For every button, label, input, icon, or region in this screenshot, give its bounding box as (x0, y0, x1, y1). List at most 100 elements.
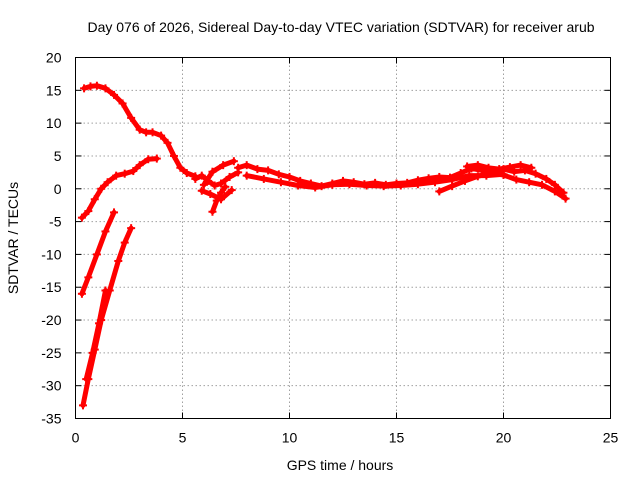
y-tick-label: -20 (41, 312, 61, 328)
data-point (210, 181, 219, 190)
y-tick-label: -5 (49, 214, 62, 230)
data-point (510, 167, 519, 176)
data-point (379, 182, 388, 191)
data-point (118, 99, 127, 108)
data-point (120, 238, 129, 247)
data-point (495, 165, 504, 174)
data-point (253, 165, 262, 174)
data-point (516, 161, 525, 170)
data-point (101, 84, 110, 93)
data-point (561, 194, 570, 203)
series-layer (77, 81, 570, 410)
data-point (135, 161, 144, 170)
data-point (217, 179, 226, 188)
y-tick-label: 5 (54, 148, 62, 164)
data-point (234, 163, 243, 172)
data-point (311, 183, 320, 192)
data-point (221, 182, 230, 191)
data-point (208, 207, 217, 216)
data-point (212, 196, 221, 205)
data-point (197, 171, 206, 180)
y-tick-label: 15 (46, 82, 62, 98)
y-tick-label: -15 (41, 279, 61, 295)
data-point (499, 170, 508, 179)
data-point (169, 151, 178, 160)
grid-layer (75, 57, 611, 419)
y-tick-label: -10 (41, 246, 61, 262)
series-arc-8 (201, 158, 237, 188)
data-point (413, 180, 422, 189)
data-point (112, 171, 121, 180)
data-point (199, 180, 208, 189)
data-point (88, 348, 97, 357)
data-point (92, 81, 101, 90)
data-point (463, 162, 472, 171)
data-point (129, 167, 138, 176)
y-tick-label: 10 (46, 115, 62, 131)
data-point (206, 190, 215, 199)
data-point (120, 169, 129, 178)
data-point (473, 172, 482, 181)
data-point (396, 181, 405, 190)
data-point (264, 166, 273, 175)
ticks-layer: 0 5 10 15 20 25 20 15 10 5 0 -5 -10 -15 -20 -25 -30 -35 (41, 50, 618, 446)
series-arc-2 (79, 156, 160, 221)
data-point (542, 174, 551, 183)
data-point (97, 184, 106, 193)
data-point (127, 113, 136, 122)
data-point (127, 224, 136, 233)
data-point (103, 178, 112, 187)
data-point (225, 172, 234, 181)
x-tick-label: 20 (496, 430, 512, 446)
data-point (473, 161, 482, 170)
data-point (163, 138, 172, 147)
x-tick-label: 5 (179, 430, 187, 446)
data-point (448, 182, 457, 191)
x-axis-label: GPS time / hours (287, 457, 394, 473)
data-point (285, 172, 294, 181)
data-point (362, 181, 371, 190)
data-point (294, 181, 303, 190)
data-point (229, 157, 238, 166)
x-tick-label: 25 (603, 430, 619, 446)
data-point (84, 207, 93, 216)
data-point (101, 227, 110, 236)
data-point (78, 401, 87, 410)
data-point (219, 161, 228, 170)
data-point (538, 180, 547, 189)
data-point (135, 125, 144, 134)
data-point (505, 163, 514, 172)
y-axis-label: SDTVAR / TECUs (5, 182, 21, 294)
data-point (527, 163, 536, 172)
data-point (484, 163, 493, 172)
data-point (176, 163, 185, 172)
data-point (274, 170, 283, 179)
series-arc-7 (199, 187, 235, 202)
data-point (550, 187, 559, 196)
y-tick-label: -25 (41, 345, 61, 361)
data-point (95, 319, 104, 328)
y-tick-label: 20 (46, 50, 62, 66)
data-point (110, 208, 119, 217)
data-point (110, 90, 119, 99)
data-point (82, 375, 91, 384)
data-point (152, 154, 161, 163)
data-point (259, 174, 268, 183)
plot-frame (75, 57, 611, 419)
data-point (531, 169, 540, 178)
x-tick-label: 10 (282, 430, 298, 446)
data-point (182, 169, 191, 178)
series-arc-1 (81, 83, 198, 179)
data-point (148, 128, 157, 137)
y-tick-label: -35 (41, 411, 61, 427)
data-point (276, 178, 285, 187)
data-point (431, 178, 440, 187)
data-point (435, 187, 444, 196)
data-point (242, 161, 251, 170)
data-point (101, 286, 110, 295)
data-point (227, 186, 236, 195)
data-point (460, 176, 469, 185)
data-point (77, 213, 86, 222)
y-tick-label: -30 (41, 378, 61, 394)
